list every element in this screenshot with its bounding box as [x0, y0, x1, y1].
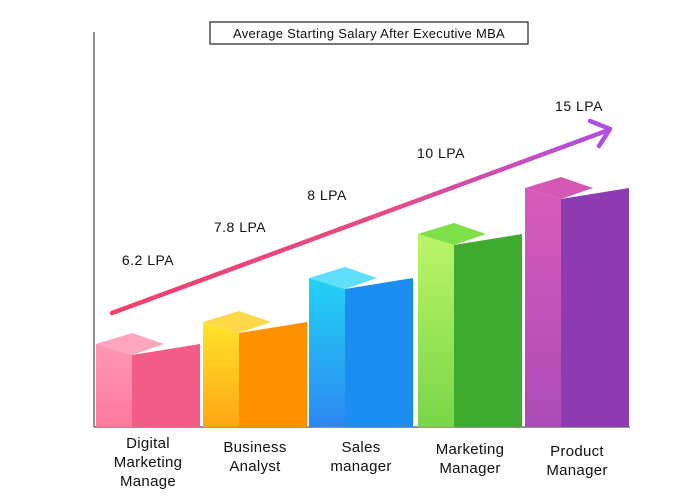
data-label-1: 6.2 LPA	[122, 252, 174, 268]
bar-3	[309, 267, 413, 427]
data-label-3: 8 LPA	[307, 187, 347, 203]
data-label-5: 15 LPA	[555, 98, 603, 114]
bar-side-face	[239, 322, 307, 427]
bar-front-face	[525, 188, 561, 427]
bar-2	[203, 311, 307, 427]
bar-front-highlight	[418, 234, 454, 427]
x-tick-label-3: Sales manager	[330, 439, 391, 475]
chart-title: Average Starting Salary After Executive …	[233, 26, 505, 41]
data-label-2: 7.8 LPA	[214, 219, 266, 235]
x-tick-label-2: Business Analyst	[223, 439, 286, 475]
data-label-4: 10 LPA	[417, 145, 465, 161]
trend-arrow-head	[587, 118, 613, 149]
x-tick-label-1: Digital Marketing Manage	[114, 435, 183, 490]
x-tick-label-4: Marketing Manager	[436, 441, 505, 477]
bar-5	[525, 177, 629, 427]
bar-series	[96, 177, 629, 427]
bar-4	[418, 223, 522, 427]
trend-arrow	[109, 118, 613, 316]
bar-top-face	[418, 223, 486, 245]
bar-front-face	[96, 344, 132, 427]
bar-side-face	[561, 188, 629, 427]
bar-front-face	[203, 322, 239, 427]
bar-front-face	[418, 234, 454, 427]
bar-front-highlight	[525, 188, 561, 427]
trend-arrow-shaft	[109, 128, 609, 316]
bar-top-face	[203, 311, 271, 333]
x-tick-label-5: Product Manager	[546, 443, 607, 479]
bar-side-face	[345, 278, 413, 427]
bar-1	[96, 333, 200, 427]
chart-title-box: Average Starting Salary After Executive …	[209, 21, 529, 45]
bar-front-face	[309, 278, 345, 427]
bar-front-highlight	[203, 322, 239, 427]
bar-top-face	[96, 333, 164, 355]
bar-top-face	[525, 177, 593, 199]
bar-side-face	[132, 344, 200, 427]
data-labels: 6.2 LPA 7.8 LPA 8 LPA 10 LPA 15 LPA	[122, 98, 603, 268]
bar-front-highlight	[96, 344, 132, 427]
bar-top-face	[309, 267, 377, 289]
bar-side-face	[454, 234, 522, 427]
bar-front-highlight	[309, 278, 345, 427]
x-tick-labels: Digital Marketing Manage Business Analyst Sal…	[114, 435, 608, 490]
